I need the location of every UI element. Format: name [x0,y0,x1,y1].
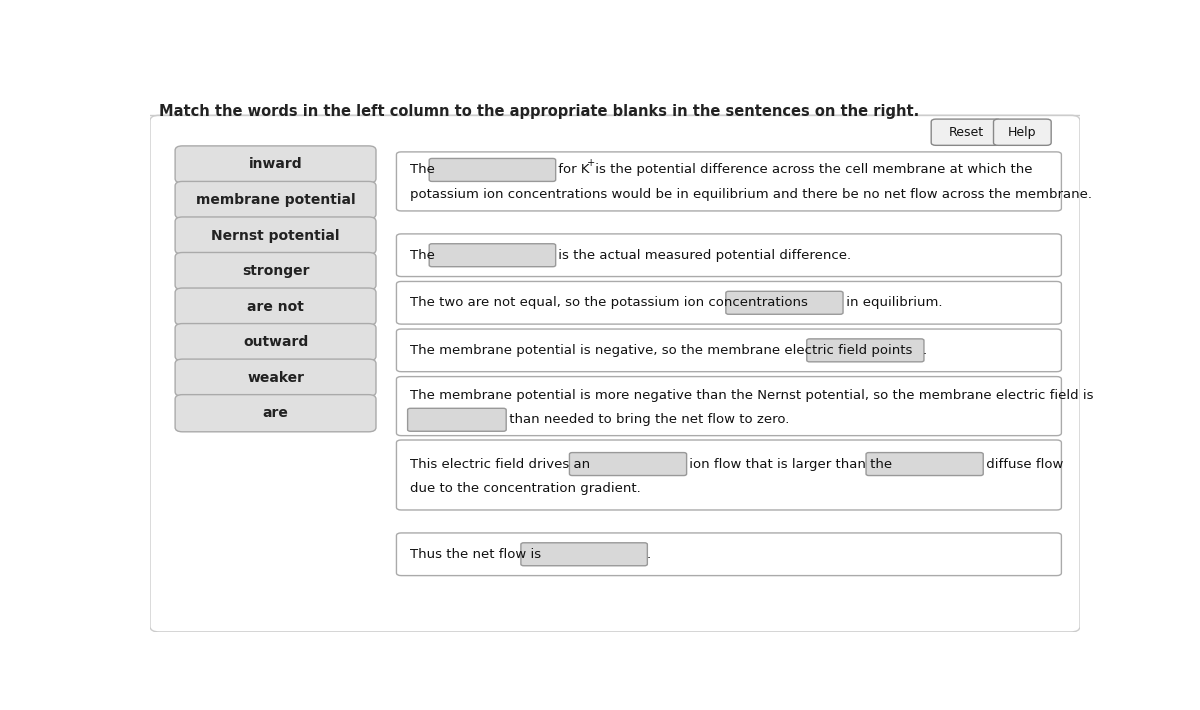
Text: are not: are not [247,300,304,314]
FancyBboxPatch shape [396,376,1062,436]
Text: for K: for K [554,163,590,177]
FancyBboxPatch shape [521,542,647,566]
FancyBboxPatch shape [806,339,924,362]
FancyBboxPatch shape [396,533,1062,576]
Text: The membrane potential is more negative than the Nernst potential, so the membra: The membrane potential is more negative … [410,388,1094,402]
Text: The membrane potential is negative, so the membrane electric field points: The membrane potential is negative, so t… [410,344,917,357]
FancyBboxPatch shape [175,253,376,290]
Text: The two are not equal, so the potassium ion concentrations: The two are not equal, so the potassium … [410,296,812,310]
FancyBboxPatch shape [175,359,376,396]
Text: inward: inward [248,158,302,172]
FancyBboxPatch shape [931,119,1001,146]
Text: Match the words in the left column to the appropriate blanks in the sentences on: Match the words in the left column to th… [160,104,919,119]
Text: Help: Help [1008,126,1037,138]
Text: The: The [410,248,439,262]
FancyBboxPatch shape [175,395,376,432]
Text: +: + [587,158,595,168]
FancyBboxPatch shape [430,158,556,182]
Text: is the potential difference across the cell membrane at which the: is the potential difference across the c… [592,163,1033,177]
FancyBboxPatch shape [396,234,1062,277]
FancyBboxPatch shape [175,324,376,361]
Text: potassium ion concentrations would be in equilibrium and there be no net flow ac: potassium ion concentrations would be in… [410,188,1092,201]
FancyBboxPatch shape [175,217,376,254]
Text: Nernst potential: Nernst potential [211,229,340,243]
Text: Reset: Reset [948,126,984,138]
Text: .: . [923,344,926,357]
Text: in equilibrium.: in equilibrium. [842,296,942,310]
FancyBboxPatch shape [175,288,376,325]
FancyBboxPatch shape [866,452,983,476]
FancyBboxPatch shape [994,119,1051,146]
Text: than needed to bring the net flow to zero.: than needed to bring the net flow to zer… [505,413,790,426]
FancyBboxPatch shape [430,244,556,267]
Text: The: The [410,163,439,177]
Text: diffuse flow: diffuse flow [982,457,1063,471]
FancyBboxPatch shape [396,329,1062,371]
Text: stronger: stronger [242,264,310,278]
FancyBboxPatch shape [175,146,376,183]
Text: outward: outward [242,335,308,349]
FancyBboxPatch shape [396,152,1062,211]
Text: are: are [263,406,288,420]
Text: is the actual measured potential difference.: is the actual measured potential differe… [554,248,852,262]
FancyBboxPatch shape [570,452,686,476]
FancyBboxPatch shape [150,115,1080,632]
FancyBboxPatch shape [175,182,376,219]
FancyBboxPatch shape [396,440,1062,510]
Text: .: . [646,548,650,561]
Text: due to the concentration gradient.: due to the concentration gradient. [410,482,641,495]
Text: This electric field drives an: This electric field drives an [410,457,595,471]
Text: Thus the net flow is: Thus the net flow is [410,548,546,561]
Text: ion flow that is larger than the: ion flow that is larger than the [685,457,896,471]
Text: weaker: weaker [247,371,304,385]
Text: membrane potential: membrane potential [196,193,355,207]
FancyBboxPatch shape [408,408,506,431]
FancyBboxPatch shape [726,291,844,315]
FancyBboxPatch shape [396,281,1062,324]
